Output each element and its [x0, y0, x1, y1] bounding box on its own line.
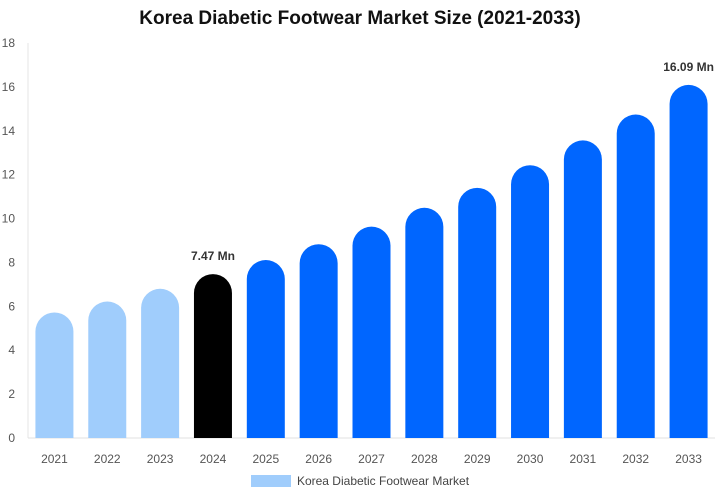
y-tick-label: 0	[8, 431, 15, 445]
bar-2026	[299, 244, 338, 438]
bar-2024	[193, 274, 232, 438]
x-tick-label: 2026	[305, 452, 332, 466]
x-tick-label: 2022	[94, 452, 121, 466]
x-tick-label: 2032	[622, 452, 649, 466]
bar-2023	[141, 288, 180, 438]
y-tick-label: 16	[2, 80, 16, 94]
legend-swatch	[250, 475, 291, 487]
chart-title: Korea Diabetic Footwear Market Size (202…	[139, 8, 581, 29]
x-tick-label: 2027	[358, 452, 385, 466]
bar-2033	[669, 84, 708, 439]
x-tick-label: 2033	[675, 452, 702, 466]
legend-label[interactable]: Korea Diabetic Footwear Market	[296, 474, 470, 488]
bar-2029	[458, 187, 497, 438]
y-tick-label: 14	[2, 124, 16, 138]
bar-2028	[405, 207, 444, 438]
y-tick-label: 2	[8, 387, 15, 401]
y-tick-label: 10	[2, 212, 16, 226]
bar-2022	[88, 301, 127, 438]
bar-2021	[35, 312, 74, 438]
legend: Korea Diabetic Footwear Market	[0, 474, 720, 488]
y-tick-label: 6	[8, 299, 15, 313]
x-tick-label: 2025	[252, 452, 279, 466]
y-tick-label: 8	[8, 255, 15, 269]
x-tick-label: 2031	[570, 452, 597, 466]
y-tick-label: 4	[8, 343, 15, 357]
y-tick-label: 12	[2, 168, 16, 182]
bar-chart: 0 2 4 6 8 10 12 14 16 18 2021 2022 2023 2024 7.47 Mn 20…	[2, 36, 715, 466]
x-tick-label: 2023	[147, 452, 174, 466]
data-label: 16.09 Mn	[663, 60, 714, 74]
bar-2025	[246, 260, 285, 438]
bar-2027	[352, 226, 391, 438]
bar-2032	[616, 114, 655, 439]
x-tick-label: 2029	[464, 452, 491, 466]
y-tick-label: 18	[2, 36, 16, 50]
x-tick-label: 2021	[41, 452, 68, 466]
x-tick-label: 2030	[517, 452, 544, 466]
x-tick-label: 2028	[411, 452, 438, 466]
bar-2030	[511, 165, 550, 438]
data-label: 7.47 Mn	[191, 249, 235, 263]
x-tick-label: 2024	[200, 452, 227, 466]
bar-2031	[563, 140, 602, 438]
